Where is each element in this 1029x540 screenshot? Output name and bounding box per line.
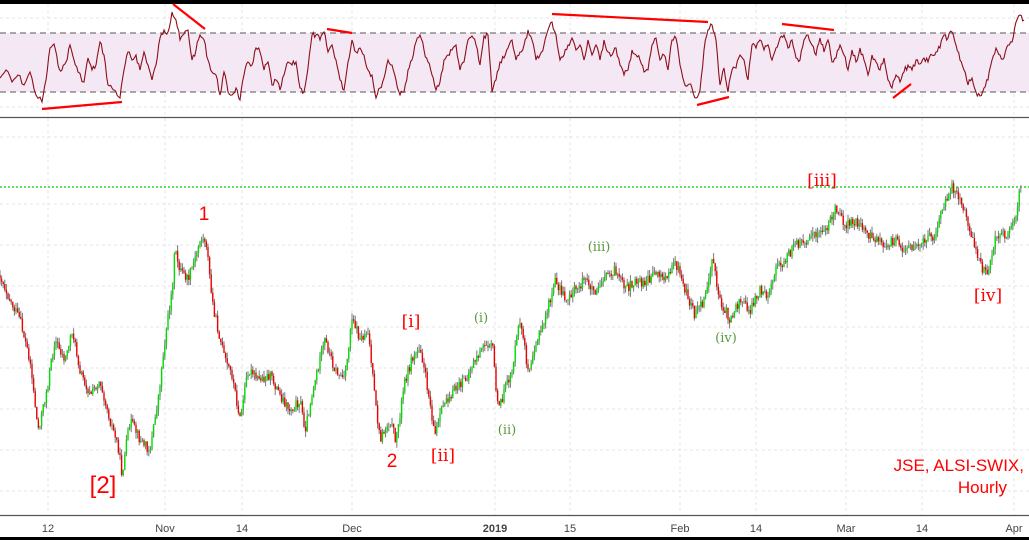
wave-label: (ii) <box>498 423 516 438</box>
x-tick-label: 14 <box>236 523 248 535</box>
divergence-line <box>781 22 835 32</box>
wave-label: (iv) <box>715 331 737 346</box>
x-tick-label: Apr <box>1005 523 1022 535</box>
x-axis[interactable]: 12 Nov 14 Dec 2019 15 Feb 14 Mar 14 Apr <box>42 523 1023 535</box>
x-tick-label: 15 <box>564 523 576 535</box>
bottom-frame-bar <box>0 537 1029 540</box>
divergence-line <box>172 3 206 30</box>
x-tick-label: 14 <box>750 523 762 535</box>
x-tick-label: Nov <box>155 523 175 535</box>
wave-label: (i) <box>474 311 488 326</box>
chart-title-line1: JSE, ALSI-SWIX, <box>894 456 1024 475</box>
wave-label: [i] <box>402 312 421 332</box>
divergence-line <box>551 12 709 24</box>
oscillator-line <box>0 11 1025 104</box>
chart-title-line2: Hourly <box>958 478 1008 497</box>
wave-label: 2 <box>387 451 398 472</box>
wave-label: [2] <box>90 472 117 499</box>
wave-label: (iii) <box>588 240 611 255</box>
wave-label: [iv] <box>974 286 1002 306</box>
divergence-line <box>326 27 353 35</box>
oscillator-panel[interactable] <box>0 3 1029 111</box>
divergence-line <box>41 100 123 111</box>
divergence-lines <box>41 3 912 111</box>
candlesticks <box>0 179 1022 477</box>
top-frame-bar <box>0 0 1029 4</box>
wave-label: 1 <box>199 204 210 225</box>
x-tick-label: Dec <box>342 523 362 535</box>
oscillator-band-fill <box>0 33 1029 92</box>
elliott-wave-labels: 1 [2] 2 [i] [ii] (i) (ii) (iii) (iv) [iii] [iv] <box>90 171 1003 499</box>
wave-label: [ii] <box>431 446 455 466</box>
x-tick-label: 14 <box>916 523 928 535</box>
divergence-line <box>696 95 730 107</box>
x-tick-label: 2019 <box>483 523 507 535</box>
x-tick-label: Feb <box>671 523 690 535</box>
divergence-line <box>892 83 912 99</box>
x-tick-label: Mar <box>837 523 856 535</box>
price-panel[interactable]: 1 [2] 2 [i] [ii] (i) (ii) (iii) (iv) [iii] [iv] JS… <box>0 171 1029 499</box>
x-tick-label: 12 <box>42 523 54 535</box>
wave-label: [iii] <box>807 171 837 191</box>
